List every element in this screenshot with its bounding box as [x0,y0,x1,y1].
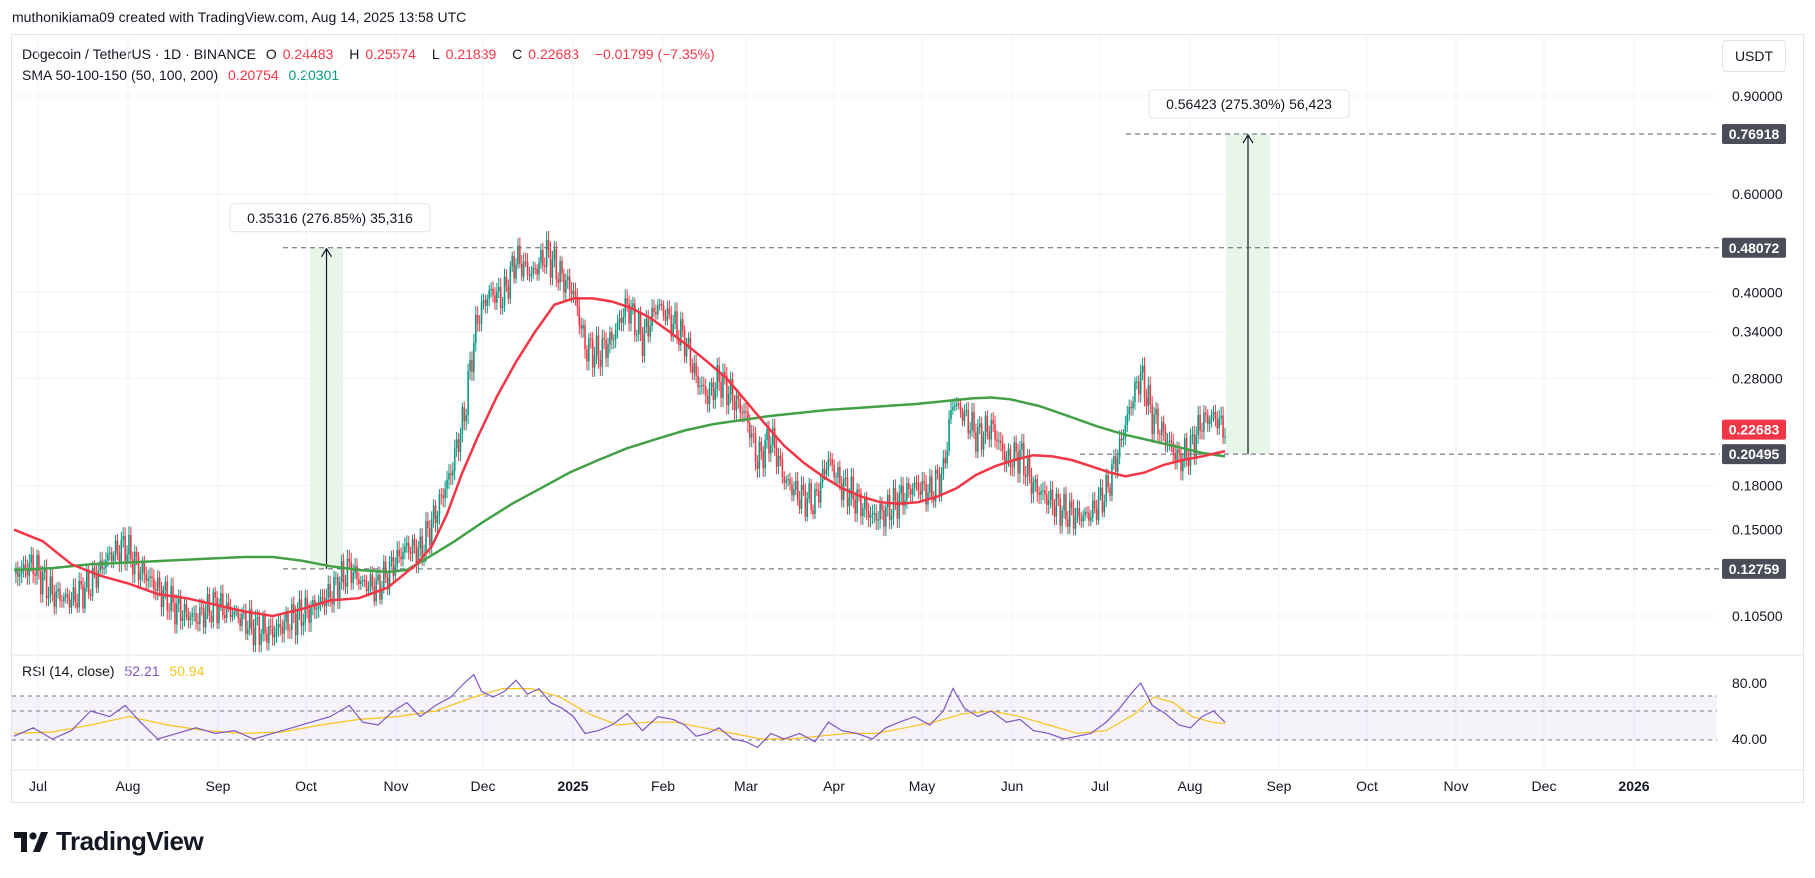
ohlc-close: C 0.22683 [512,46,579,62]
chart-credit: muthonikiama09 created with TradingView.… [12,9,467,25]
tradingview-logo[interactable]: TradingView [14,826,204,857]
chart-frame [11,34,1804,803]
brand-name: TradingView [56,826,204,856]
sma-value-200: 0.20301 [288,67,340,83]
rsi-value: 52.21 [124,663,160,679]
rsi-name[interactable]: RSI (14, close) [22,663,115,679]
currency-selector[interactable]: USDT [1722,40,1786,72]
ohlc-open: O 0.24483 [265,46,334,62]
sma-name[interactable]: SMA 50-100-150 (50, 100, 200) [22,67,219,83]
symbol-name[interactable]: Dogecoin / TetherUS · 1D · BINANCE [22,46,256,62]
ohlc-low: L 0.21839 [431,46,497,62]
rsi-ma-value: 50.94 [169,663,205,679]
tradingview-logo-icon [14,831,48,852]
rsi-legend: RSI (14, close) 52.21 50.94 [22,663,204,679]
ohlc-high: H 0.25574 [349,46,416,62]
ohlc-change: −0.01799 (−7.35%) [594,46,715,62]
symbol-legend: Dogecoin / TetherUS · 1D · BINANCE O 0.24… [22,44,721,86]
sma-value-50: 0.20754 [228,67,279,83]
